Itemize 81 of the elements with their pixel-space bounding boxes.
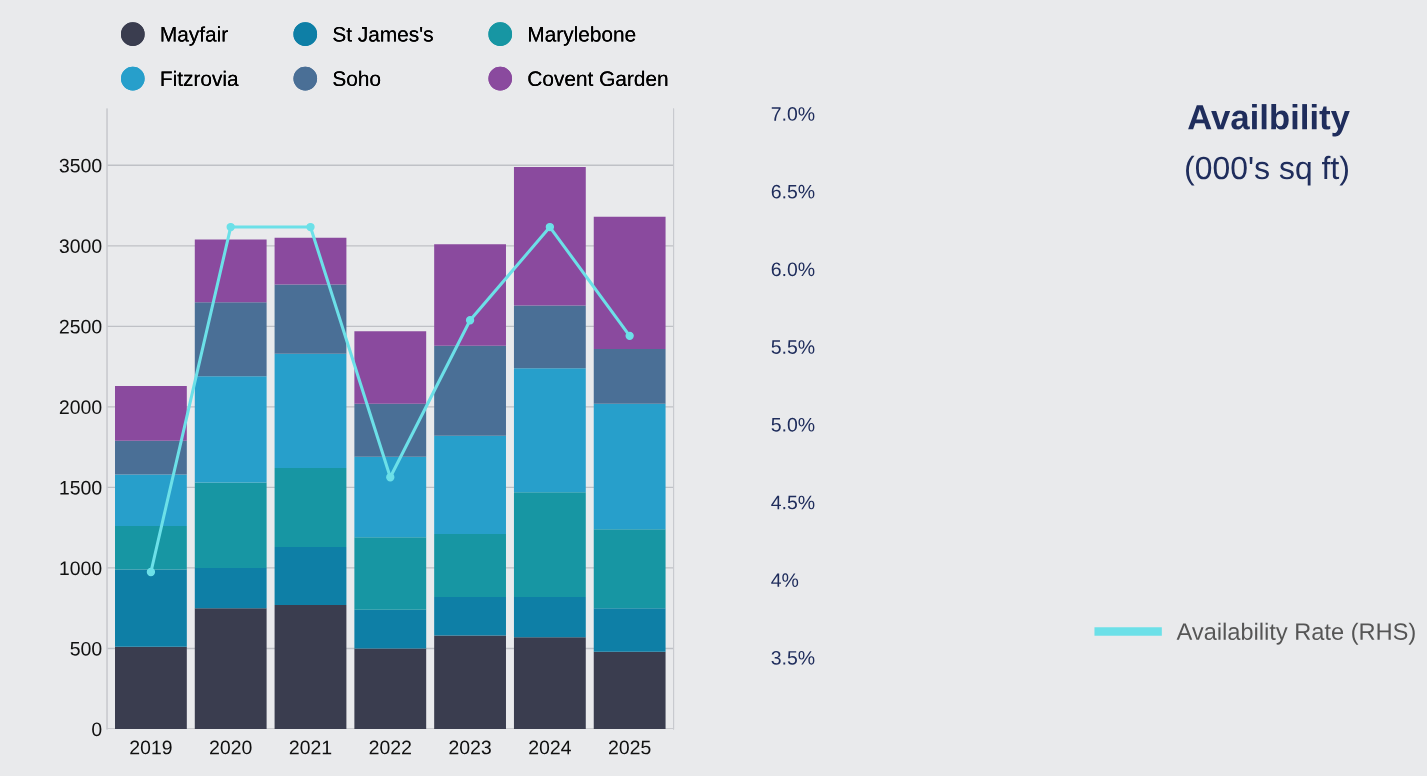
y2-tick-label: 6.0% bbox=[771, 262, 815, 277]
bar bbox=[194, 482, 267, 568]
x-tick-label: 2021 bbox=[289, 740, 332, 755]
bar bbox=[434, 345, 506, 436]
legend-label: Soho bbox=[333, 70, 381, 87]
bar bbox=[593, 608, 666, 652]
bar bbox=[513, 166, 586, 306]
point bbox=[625, 331, 634, 340]
bar bbox=[354, 403, 427, 457]
bar bbox=[274, 353, 347, 469]
bar bbox=[115, 569, 187, 647]
y2-tick-label: 5.5% bbox=[771, 340, 815, 354]
x-tick-label: 2022 bbox=[369, 740, 411, 755]
bar bbox=[354, 537, 427, 610]
bar bbox=[513, 305, 586, 369]
point bbox=[306, 222, 315, 232]
text: (000's sq ft) bbox=[1186, 155, 1348, 186]
bar bbox=[274, 284, 347, 354]
bar bbox=[274, 546, 347, 605]
y2-tick-label: 4% bbox=[771, 573, 799, 587]
bar bbox=[194, 302, 267, 377]
bar bbox=[593, 403, 666, 530]
bar bbox=[513, 492, 586, 597]
bar bbox=[354, 456, 427, 538]
x-tick-label: 2019 bbox=[130, 740, 172, 755]
point bbox=[465, 316, 475, 325]
y2-tick-label: 3.5% bbox=[771, 650, 815, 665]
bar bbox=[274, 237, 347, 285]
legend-label: Mayfair bbox=[161, 26, 228, 46]
bar bbox=[194, 376, 267, 483]
bar bbox=[274, 468, 347, 547]
bar bbox=[115, 474, 187, 527]
legend-label: Covent Garden bbox=[528, 70, 668, 87]
bar bbox=[354, 648, 427, 729]
point bbox=[386, 473, 395, 482]
legend-label: Availability Rate (RHS) bbox=[1176, 622, 1415, 645]
x-tick-label: 2024 bbox=[529, 740, 571, 755]
bar bbox=[593, 529, 666, 609]
y2-tick-label: 5.0% bbox=[771, 417, 815, 432]
y-tick-label: 3500 bbox=[59, 158, 102, 173]
bar bbox=[593, 216, 666, 349]
legend-label: St James's bbox=[333, 26, 433, 42]
legend-label: Fitzrovia bbox=[161, 70, 239, 87]
y-tick-label: 1500 bbox=[60, 480, 102, 495]
bar bbox=[593, 651, 666, 729]
y-tick-label: 0 bbox=[92, 722, 102, 737]
bar bbox=[434, 596, 506, 636]
y-tick-label: 2000 bbox=[59, 400, 102, 415]
bar bbox=[513, 596, 586, 638]
bar bbox=[194, 567, 267, 609]
bar bbox=[434, 435, 506, 535]
legend-label: Marylebone bbox=[529, 26, 636, 46]
bar bbox=[115, 440, 187, 475]
bar bbox=[434, 635, 506, 729]
bar bbox=[354, 609, 427, 649]
x-tick-label: 2025 bbox=[609, 740, 651, 755]
bar bbox=[434, 534, 506, 597]
x-tick-label: 2020 bbox=[210, 740, 252, 755]
y-tick-label: 2500 bbox=[59, 319, 102, 334]
bar bbox=[274, 604, 347, 729]
y2-tick-label: 7.0% bbox=[771, 107, 815, 121]
y2-tick-label: 4.5% bbox=[771, 495, 815, 510]
point bbox=[146, 567, 156, 577]
y2-tick-label: 6.5% bbox=[771, 184, 815, 199]
bar bbox=[434, 244, 506, 346]
y-tick-label: 3000 bbox=[59, 239, 102, 254]
bar bbox=[354, 331, 427, 404]
bar bbox=[513, 368, 586, 493]
x-tick-label: 2023 bbox=[449, 740, 491, 755]
bar bbox=[194, 608, 267, 729]
point bbox=[545, 222, 555, 232]
text: Availbility bbox=[1188, 104, 1350, 137]
bar bbox=[194, 239, 267, 303]
bar bbox=[513, 637, 586, 729]
bar bbox=[115, 646, 187, 729]
y-tick-label: 500 bbox=[70, 641, 102, 656]
bar bbox=[115, 526, 187, 570]
bar bbox=[593, 348, 666, 404]
y-tick-label: 1000 bbox=[60, 561, 102, 576]
bar bbox=[115, 385, 187, 441]
point bbox=[226, 222, 235, 232]
